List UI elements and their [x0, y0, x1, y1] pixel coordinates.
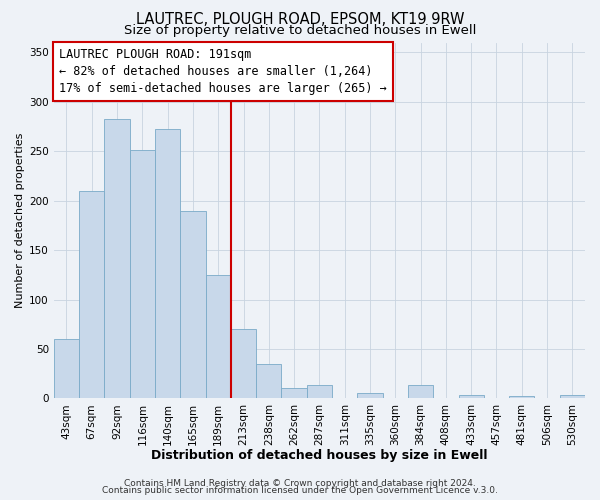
- Bar: [231, 329, 256, 398]
- Bar: [155, 130, 180, 398]
- X-axis label: Distribution of detached houses by size in Ewell: Distribution of detached houses by size …: [151, 450, 488, 462]
- Text: LAUTREC PLOUGH ROAD: 191sqm
← 82% of detached houses are smaller (1,264)
17% of : LAUTREC PLOUGH ROAD: 191sqm ← 82% of det…: [59, 48, 387, 95]
- Bar: [560, 396, 585, 398]
- Text: Size of property relative to detached houses in Ewell: Size of property relative to detached ho…: [124, 24, 476, 37]
- Y-axis label: Number of detached properties: Number of detached properties: [15, 132, 25, 308]
- Text: Contains HM Land Registry data © Crown copyright and database right 2024.: Contains HM Land Registry data © Crown c…: [124, 478, 476, 488]
- Text: LAUTREC, PLOUGH ROAD, EPSOM, KT19 9RW: LAUTREC, PLOUGH ROAD, EPSOM, KT19 9RW: [136, 12, 464, 28]
- Bar: [130, 150, 155, 398]
- Bar: [358, 394, 383, 398]
- Bar: [281, 388, 307, 398]
- Bar: [458, 396, 484, 398]
- Bar: [54, 339, 79, 398]
- Bar: [180, 210, 206, 398]
- Bar: [408, 386, 433, 398]
- Text: Contains public sector information licensed under the Open Government Licence v.: Contains public sector information licen…: [102, 486, 498, 495]
- Bar: [256, 364, 281, 398]
- Bar: [307, 386, 332, 398]
- Bar: [206, 275, 231, 398]
- Bar: [509, 396, 535, 398]
- Bar: [104, 118, 130, 398]
- Bar: [79, 191, 104, 398]
